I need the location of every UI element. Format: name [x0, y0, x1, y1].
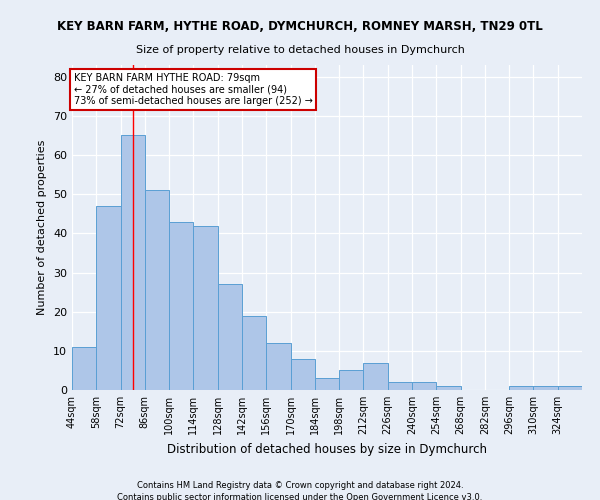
Bar	[315, 378, 339, 390]
Bar	[509, 386, 533, 390]
Bar	[266, 343, 290, 390]
Bar	[558, 386, 582, 390]
Text: KEY BARN FARM, HYTHE ROAD, DYMCHURCH, ROMNEY MARSH, TN29 0TL: KEY BARN FARM, HYTHE ROAD, DYMCHURCH, RO…	[57, 20, 543, 33]
X-axis label: Distribution of detached houses by size in Dymchurch: Distribution of detached houses by size …	[167, 442, 487, 456]
Bar	[218, 284, 242, 390]
Bar	[121, 136, 145, 390]
Bar	[242, 316, 266, 390]
Bar	[96, 206, 121, 390]
Bar	[72, 347, 96, 390]
Bar	[412, 382, 436, 390]
Bar	[436, 386, 461, 390]
Bar	[388, 382, 412, 390]
Text: Size of property relative to detached houses in Dymchurch: Size of property relative to detached ho…	[136, 45, 464, 55]
Text: Contains public sector information licensed under the Open Government Licence v3: Contains public sector information licen…	[118, 492, 482, 500]
Bar	[193, 226, 218, 390]
Bar	[169, 222, 193, 390]
Bar	[145, 190, 169, 390]
Y-axis label: Number of detached properties: Number of detached properties	[37, 140, 47, 315]
Bar	[364, 362, 388, 390]
Text: Contains HM Land Registry data © Crown copyright and database right 2024.: Contains HM Land Registry data © Crown c…	[137, 481, 463, 490]
Bar	[339, 370, 364, 390]
Text: KEY BARN FARM HYTHE ROAD: 79sqm
← 27% of detached houses are smaller (94)
73% of: KEY BARN FARM HYTHE ROAD: 79sqm ← 27% of…	[74, 73, 313, 106]
Bar	[533, 386, 558, 390]
Bar	[290, 358, 315, 390]
